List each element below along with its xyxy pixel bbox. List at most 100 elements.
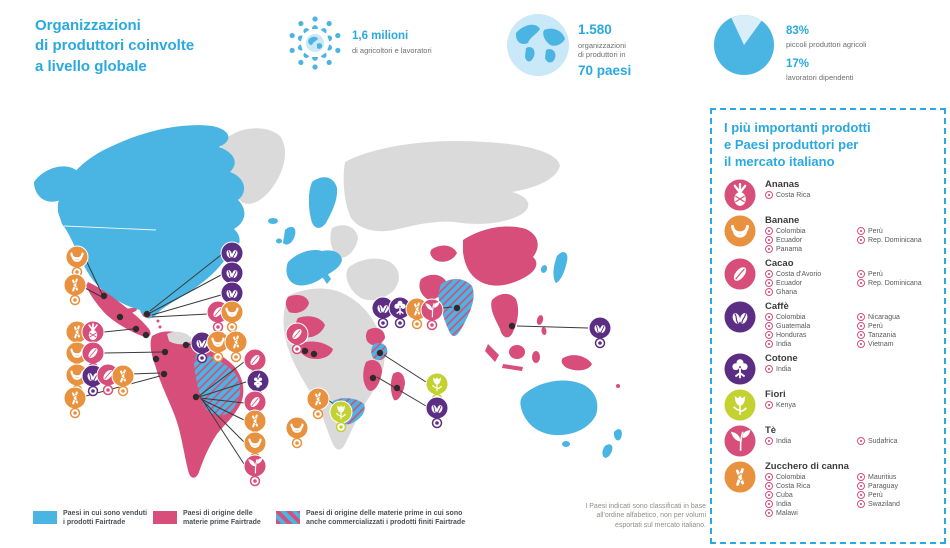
- region-borneo: [509, 345, 525, 359]
- product-name: Banane: [765, 214, 800, 226]
- region-arctic-island: [170, 143, 186, 153]
- country-dot: [142, 331, 150, 339]
- map-footnote: I Paesi indicati sono classificati in ba…: [585, 503, 706, 529]
- product-row-coffee: Caffè Colombia Guatemala Honduras India Nicar…: [724, 301, 932, 349]
- pie-chart-icon: [713, 14, 775, 76]
- connector-line: [151, 313, 209, 318]
- country-name: India: [776, 500, 792, 508]
- country-bullet-icon: [765, 270, 773, 279]
- country-item: Swaziland: [857, 500, 900, 509]
- country-item: Costa Rica: [765, 482, 857, 491]
- connector-line: [151, 294, 222, 316]
- product-list: Ananas Costa Rica Banane Colombia Ecuador Pan…: [724, 179, 932, 518]
- country-name: Guatemala: [776, 322, 811, 330]
- country-dot: [132, 325, 140, 333]
- country-bullet-icon: [857, 313, 865, 322]
- stat-smallholders-value: 83%: [786, 25, 810, 37]
- country-dot: [100, 292, 108, 300]
- country-bullet-icon: [857, 270, 865, 279]
- region-indochina: [491, 293, 519, 338]
- connector-line: [516, 325, 589, 329]
- country-bullet-icon: [857, 340, 865, 349]
- region-brazil: [194, 352, 241, 416]
- legend-item-pink: Paesi di origine delle materie prime Fai…: [153, 509, 261, 527]
- product-name: Fiori: [765, 388, 786, 400]
- product-row-banana: Banane Colombia Ecuador Panama Perù Rep. Domi…: [724, 215, 932, 254]
- page-title: Organizzazioni di produttori coinvolte a…: [35, 17, 195, 75]
- country-item: Costa d'Avorio: [765, 270, 857, 279]
- map-marker-sugar-icon: [306, 387, 330, 420]
- stat-workers-label: lavoratori dipendenti: [786, 72, 854, 82]
- legend-swatch-pink: [153, 511, 177, 524]
- region-italy: [319, 267, 331, 284]
- country-name: India: [776, 365, 792, 373]
- region-philippines: [541, 327, 547, 335]
- country-item: Cuba: [765, 491, 857, 500]
- country-name: Panama: [776, 245, 803, 253]
- country-name: Tanzania: [868, 331, 897, 339]
- country-bullet-icon: [765, 437, 773, 446]
- map-marker-sugar-icon: [224, 330, 248, 363]
- country-item: India: [765, 365, 857, 374]
- region-scandinavia: [308, 177, 338, 228]
- country-name: Swaziland: [868, 500, 900, 508]
- legend-item-blue: Paesi in cui sono venduti i prodotti Fai…: [33, 509, 147, 527]
- connector-line: [149, 254, 222, 312]
- country-bullet-icon: [765, 236, 773, 245]
- region-western-europe: [286, 250, 342, 286]
- country-dot: [192, 393, 200, 401]
- connector-line: [442, 306, 453, 309]
- country-dot: [116, 313, 124, 321]
- connector-line: [201, 399, 245, 443]
- country-name: Perù: [868, 491, 883, 499]
- map-marker-tea-icon: [420, 298, 444, 331]
- people-around-globe-icon: [289, 16, 341, 70]
- country-bullet-icon: [765, 509, 773, 518]
- country-item: Costa Rica: [765, 191, 857, 200]
- country-name: Mauritius: [868, 473, 897, 481]
- country-bullet-icon: [765, 491, 773, 500]
- country-name: India: [776, 340, 792, 348]
- region-uk: [283, 226, 296, 245]
- products-panel: I più importanti prodotti e Paesi produt…: [710, 108, 946, 544]
- country-dot: [369, 374, 377, 382]
- stat-farmers: 1,6 milioni di agricoltori e lavoratori: [352, 30, 432, 56]
- connector-line: [202, 400, 245, 465]
- region-ethiopia: [365, 327, 385, 346]
- coffee-icon: [724, 301, 756, 333]
- tea-icon: [724, 425, 756, 457]
- country-bullet-icon: [765, 500, 773, 509]
- product-name: Caffè: [765, 300, 789, 312]
- connector-line: [376, 376, 427, 407]
- product-row-cacao: Cacao Costa d'Avorio Ecuador Ghana Perù Rep. …: [724, 258, 932, 297]
- product-name: Ananas: [765, 178, 800, 190]
- region-venezuela: [167, 331, 193, 345]
- country-item: Perù: [857, 322, 900, 331]
- country-name: Paraguay: [868, 482, 898, 490]
- region-cuba: [121, 308, 137, 314]
- country-bullet-icon: [857, 236, 865, 245]
- country-bullet-icon: [765, 482, 773, 491]
- country-name: Sudafrica: [868, 437, 898, 445]
- country-name: Costa d'Avorio: [776, 270, 822, 278]
- stat-smallholders-label: piccoli produttori agricoli: [786, 40, 867, 50]
- sugar-icon: [724, 461, 756, 493]
- country-dot: [182, 341, 190, 349]
- country-bullet-icon: [857, 279, 865, 288]
- region-arctic-island: [189, 128, 203, 136]
- country-name: Perù: [868, 227, 883, 235]
- country-item: Perù: [857, 491, 900, 500]
- globe-icon: [507, 14, 569, 76]
- country-bullet-icon: [765, 401, 773, 410]
- region-java: [502, 364, 523, 371]
- product-name: Zucchero di canna: [765, 460, 849, 472]
- country-bullet-icon: [857, 227, 865, 236]
- regions-blue: [34, 125, 622, 458]
- country-item: Honduras: [765, 331, 857, 340]
- legend-label: Paesi di origine delle materie prime in …: [306, 510, 466, 527]
- country-bullet-icon: [765, 313, 773, 322]
- connector-line: [200, 398, 245, 421]
- region-morocco: [285, 295, 309, 313]
- product-name: Cacao: [765, 257, 794, 269]
- region-ireland: [276, 238, 282, 244]
